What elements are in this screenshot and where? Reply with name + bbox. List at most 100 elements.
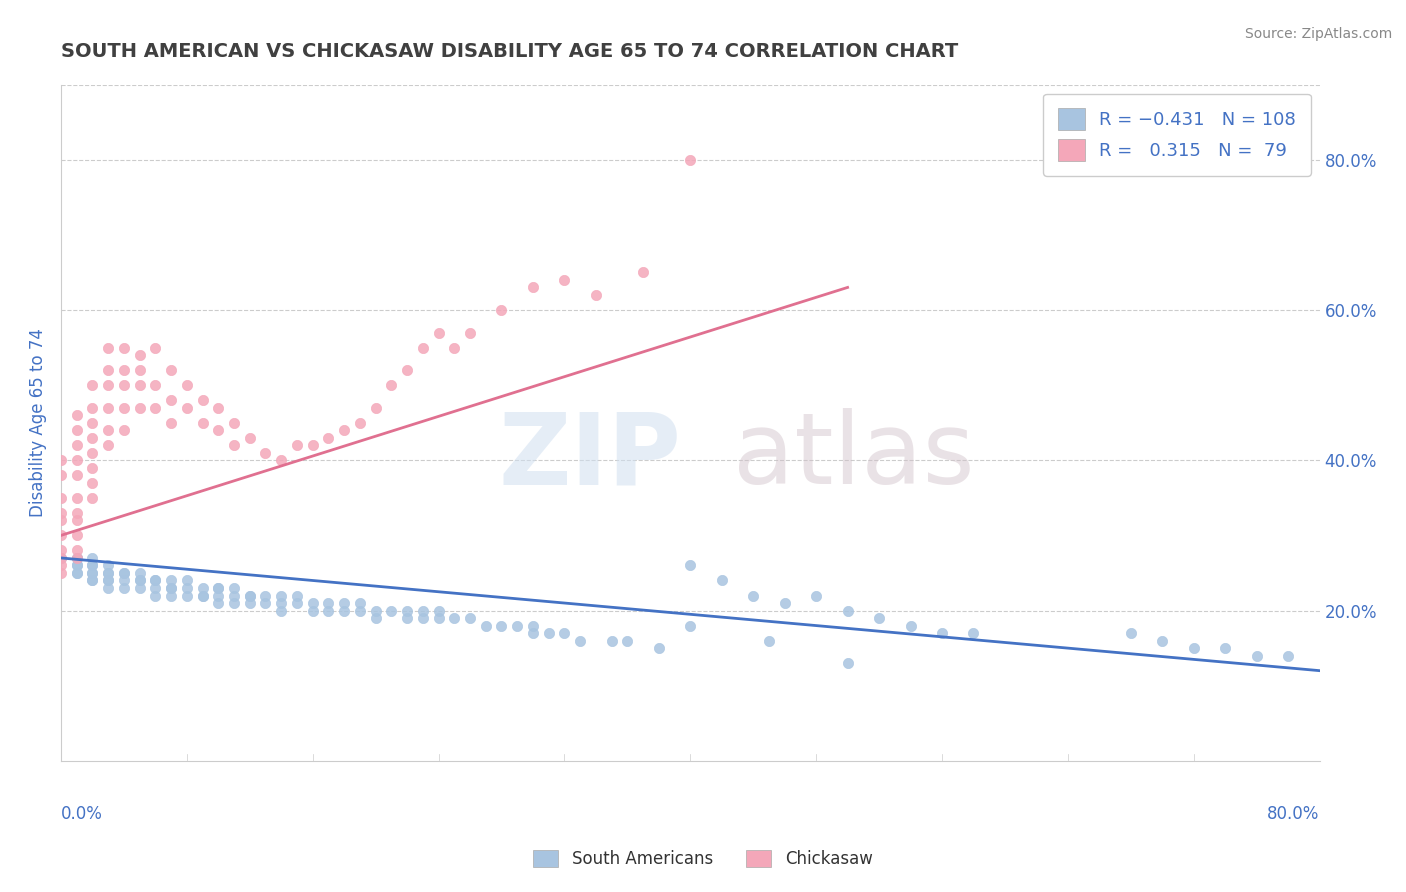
Point bbox=[222, 416, 245, 430]
Point bbox=[82, 446, 104, 460]
Point bbox=[333, 423, 356, 437]
Point bbox=[207, 401, 229, 415]
Point bbox=[160, 581, 183, 595]
Point bbox=[143, 574, 166, 588]
Legend: South Americans, Chickasaw: South Americans, Chickasaw bbox=[527, 843, 879, 875]
Point bbox=[285, 589, 308, 603]
Point bbox=[66, 423, 89, 437]
Point bbox=[270, 589, 292, 603]
Point bbox=[66, 566, 89, 580]
Point bbox=[176, 378, 198, 392]
Point bbox=[66, 491, 89, 505]
Point bbox=[191, 393, 214, 408]
Point bbox=[191, 589, 214, 603]
Point bbox=[301, 596, 323, 610]
Point bbox=[112, 566, 135, 580]
Point bbox=[837, 603, 859, 617]
Point bbox=[239, 596, 262, 610]
Point bbox=[207, 596, 229, 610]
Point bbox=[569, 633, 592, 648]
Point bbox=[82, 475, 104, 490]
Point bbox=[222, 581, 245, 595]
Point bbox=[239, 589, 262, 603]
Point bbox=[396, 363, 419, 377]
Point bbox=[191, 416, 214, 430]
Point bbox=[97, 581, 120, 595]
Point bbox=[49, 551, 72, 566]
Point bbox=[380, 603, 402, 617]
Point bbox=[82, 431, 104, 445]
Point bbox=[522, 280, 544, 294]
Point bbox=[66, 558, 89, 573]
Point bbox=[112, 363, 135, 377]
Point bbox=[128, 574, 150, 588]
Point bbox=[380, 378, 402, 392]
Point bbox=[112, 581, 135, 595]
Point bbox=[97, 566, 120, 580]
Point bbox=[82, 416, 104, 430]
Point bbox=[82, 558, 104, 573]
Point bbox=[585, 288, 607, 302]
Point bbox=[962, 626, 984, 640]
Point bbox=[254, 446, 277, 460]
Text: atlas: atlas bbox=[733, 408, 974, 505]
Point bbox=[553, 273, 575, 287]
Point bbox=[143, 378, 166, 392]
Y-axis label: Disability Age 65 to 74: Disability Age 65 to 74 bbox=[30, 328, 46, 517]
Legend: R = −0.431   N = 108, R =   0.315   N =  79: R = −0.431 N = 108, R = 0.315 N = 79 bbox=[1043, 94, 1310, 176]
Point bbox=[66, 438, 89, 452]
Point bbox=[1277, 648, 1299, 663]
Point bbox=[773, 596, 796, 610]
Point bbox=[66, 506, 89, 520]
Point bbox=[66, 543, 89, 558]
Point bbox=[66, 558, 89, 573]
Point bbox=[412, 603, 434, 617]
Point bbox=[97, 378, 120, 392]
Point bbox=[349, 416, 371, 430]
Point bbox=[97, 363, 120, 377]
Point bbox=[143, 401, 166, 415]
Point bbox=[176, 574, 198, 588]
Point bbox=[742, 589, 765, 603]
Point bbox=[616, 633, 638, 648]
Point bbox=[333, 603, 356, 617]
Point bbox=[191, 581, 214, 595]
Point bbox=[82, 491, 104, 505]
Point bbox=[491, 303, 513, 318]
Point bbox=[66, 528, 89, 542]
Point bbox=[600, 633, 623, 648]
Point bbox=[128, 401, 150, 415]
Point bbox=[160, 589, 183, 603]
Point bbox=[207, 581, 229, 595]
Point bbox=[427, 603, 450, 617]
Point bbox=[49, 491, 72, 505]
Point bbox=[112, 378, 135, 392]
Point bbox=[254, 589, 277, 603]
Point bbox=[66, 453, 89, 467]
Point bbox=[128, 581, 150, 595]
Point bbox=[128, 348, 150, 362]
Point bbox=[112, 423, 135, 437]
Point bbox=[112, 566, 135, 580]
Point bbox=[270, 596, 292, 610]
Text: ZIP: ZIP bbox=[498, 408, 681, 505]
Point bbox=[631, 265, 654, 279]
Point bbox=[49, 528, 72, 542]
Point bbox=[1152, 633, 1174, 648]
Point bbox=[82, 551, 104, 566]
Point bbox=[458, 611, 481, 625]
Point bbox=[318, 596, 340, 610]
Point bbox=[443, 341, 465, 355]
Point bbox=[97, 574, 120, 588]
Point bbox=[648, 641, 671, 656]
Point bbox=[318, 603, 340, 617]
Point bbox=[66, 408, 89, 422]
Point bbox=[207, 589, 229, 603]
Point bbox=[49, 558, 72, 573]
Point bbox=[97, 574, 120, 588]
Point bbox=[222, 589, 245, 603]
Point bbox=[522, 626, 544, 640]
Point bbox=[364, 611, 387, 625]
Point bbox=[97, 558, 120, 573]
Point bbox=[553, 626, 575, 640]
